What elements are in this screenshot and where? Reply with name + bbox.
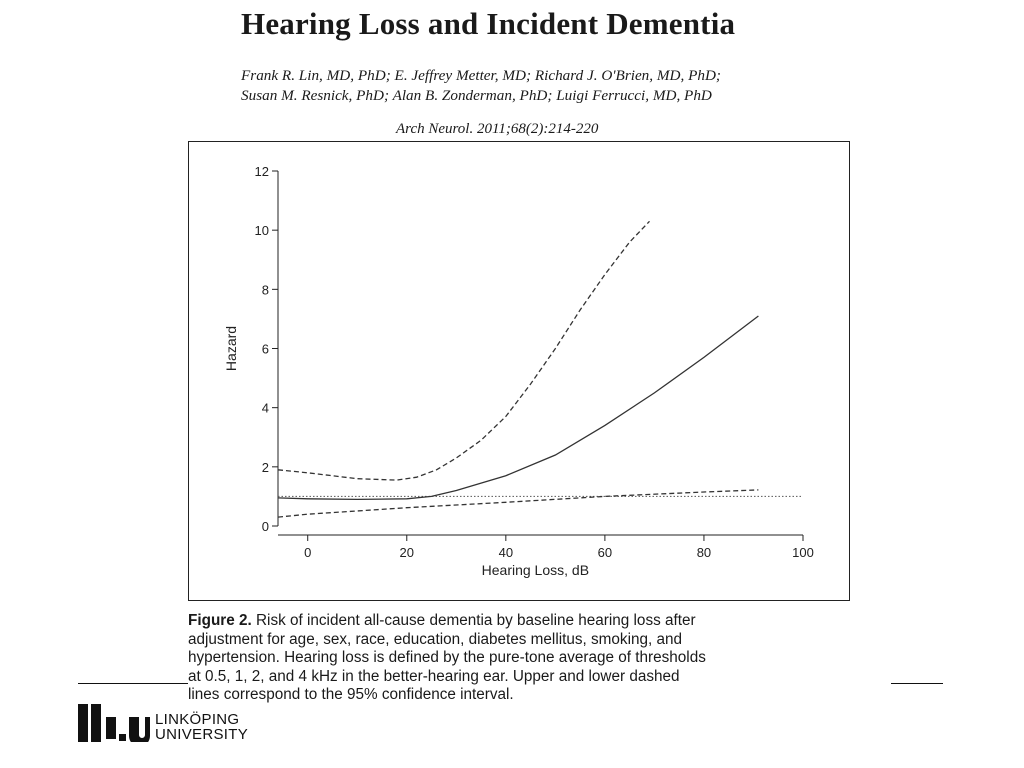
- x-tick-label: 60: [598, 545, 612, 560]
- liu-logo-icon: [78, 704, 150, 742]
- x-tick-label: 20: [400, 545, 414, 560]
- y-tick-label: 0: [262, 519, 269, 534]
- logo-line-1: LINKÖPING: [155, 711, 240, 728]
- x-tick-label: 40: [499, 545, 513, 560]
- university-name: LINKÖPING UNIVERSITY: [155, 712, 248, 742]
- y-tick-label: 8: [262, 282, 269, 297]
- figure-caption: Figure 2. Risk of incident all-cause dem…: [188, 612, 858, 705]
- footer-rule-right: [891, 683, 943, 684]
- x-tick-label: 0: [304, 545, 311, 560]
- y-tick-label: 12: [255, 164, 269, 179]
- authors-line-2: Susan M. Resnick, PhD; Alan B. Zonderman…: [241, 87, 712, 104]
- hazard-estimate-line: [277, 315, 759, 501]
- figure-frame: [188, 141, 850, 601]
- y-axis-label: Hazard: [223, 326, 239, 371]
- journal-citation: Arch Neurol. 2011;68(2):214-220: [396, 121, 599, 137]
- x-tick-label: 80: [697, 545, 711, 560]
- footer-rule-left: [78, 683, 188, 684]
- y-tick-label: 10: [255, 223, 269, 238]
- logo-line-2: UNIVERSITY: [155, 726, 249, 743]
- x-axis-label: Hearing Loss, dB: [482, 562, 589, 578]
- hazard-chart: 0 2 4 6 8 10 12 0 20 40 60 80 100 Hearing Loss, dB Haz…: [223, 164, 814, 578]
- x-tick-label: 100: [792, 545, 814, 560]
- authors-line-1: Frank R. Lin, MD, PhD; E. Jeffrey Metter…: [241, 67, 721, 84]
- caption-text: Risk of incident all-cause dementia by b…: [188, 612, 706, 704]
- caption-label: Figure 2.: [188, 612, 252, 629]
- lower-ci-line: [277, 489, 759, 518]
- y-tick-label: 6: [262, 342, 269, 357]
- y-tick-label: 4: [262, 401, 269, 416]
- slide-title: Hearing Loss and Incident Dementia: [241, 6, 736, 41]
- author-list: Frank R. Lin, MD, PhD; E. Jeffrey Metter…: [241, 66, 721, 106]
- upper-ci-line: [277, 220, 650, 481]
- y-tick-label: 2: [262, 460, 269, 475]
